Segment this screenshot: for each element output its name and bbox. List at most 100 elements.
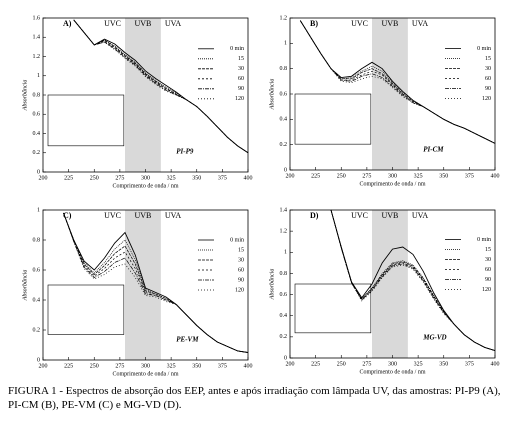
y-tick-label: 0.4 [280, 313, 288, 319]
legend-label: 15 [238, 56, 244, 62]
region-label: UVA [165, 211, 182, 220]
x-tick-label: 300 [141, 363, 150, 369]
y-tick-label: 0.2 [280, 142, 288, 148]
legend-label: 60 [485, 76, 491, 82]
y-tick-label: 1 [284, 41, 287, 47]
x-tick-label: 400 [491, 361, 500, 367]
region-label: UVA [412, 211, 429, 220]
y-axis-label: Absorbância [269, 269, 275, 301]
x-tick-label: 350 [439, 173, 448, 179]
region-label: UVC [351, 19, 368, 28]
x-tick-label: 200 [286, 173, 295, 179]
x-tick-label: 375 [465, 173, 474, 179]
x-tick-label: 275 [362, 361, 371, 367]
legend-label: 15 [485, 247, 491, 253]
x-tick-label: 350 [192, 175, 201, 181]
y-tick-label: 1 [37, 207, 40, 213]
x-tick-label: 350 [192, 363, 201, 369]
inset-box [294, 283, 372, 334]
legend-label: 90 [485, 86, 491, 92]
y-tick-label: 1.2 [33, 54, 41, 60]
y-tick-label: 0.6 [33, 267, 41, 273]
legend-label: 90 [238, 277, 244, 283]
legend-label: 60 [238, 267, 244, 273]
uvb-band [372, 210, 408, 358]
legend-label: 120 [235, 287, 244, 293]
region-label: UVC [104, 211, 121, 220]
x-tick-label: 300 [388, 361, 397, 367]
uvb-band [125, 18, 161, 172]
legend-label: 30 [485, 66, 491, 72]
y-tick-label: 0.6 [33, 112, 41, 118]
legend-label: 0 min [230, 46, 244, 52]
region-label: UVC [104, 19, 121, 28]
y-tick-label: 0 [284, 167, 287, 173]
y-tick-label: 0.2 [280, 334, 288, 340]
y-axis-label: Absorbância [269, 79, 275, 111]
x-tick-label: 300 [141, 175, 150, 181]
panel-label: D) [310, 211, 319, 220]
legend-label: 30 [485, 257, 491, 263]
x-tick-label: 225 [311, 361, 320, 367]
x-tick-label: 375 [465, 361, 474, 367]
y-tick-label: 0.4 [33, 131, 41, 137]
inset-box [47, 284, 125, 335]
x-tick-label: 375 [218, 175, 227, 181]
y-tick-label: 0.8 [280, 66, 288, 72]
x-tick-label: 400 [244, 363, 253, 369]
legend-label: 90 [238, 86, 244, 92]
inset-box [47, 94, 125, 147]
x-tick-label: 325 [167, 175, 176, 181]
panel-label: B) [310, 19, 318, 28]
region-label: UVB [381, 19, 398, 28]
x-tick-label: 275 [362, 173, 371, 179]
x-tick-label: 250 [337, 361, 346, 367]
x-tick-label: 250 [337, 173, 346, 179]
panel-label: A) [63, 19, 72, 28]
legend-label: 30 [238, 257, 244, 263]
legend-label: 15 [238, 247, 244, 253]
y-tick-label: 1.4 [33, 35, 41, 41]
sample-label: PI-CM [423, 146, 444, 154]
x-tick-label: 275 [115, 363, 124, 369]
x-axis-label: Comprimento de onda / nm [113, 371, 179, 377]
x-tick-label: 250 [90, 175, 99, 181]
x-tick-label: 400 [244, 175, 253, 181]
legend-label: 0 min [230, 237, 244, 243]
x-axis-label: Comprimento de onda / nm [360, 369, 426, 375]
x-tick-label: 325 [167, 363, 176, 369]
legend-label: 90 [485, 277, 491, 283]
x-tick-label: 200 [39, 175, 48, 181]
x-tick-label: 400 [491, 173, 500, 179]
legend-label: 120 [235, 96, 244, 102]
spectrum-line [73, 19, 249, 154]
spectrum-line [330, 209, 496, 351]
y-axis-label: Absorbância [22, 80, 28, 112]
y-tick-label: 0.8 [33, 237, 41, 243]
y-tick-label: 1.2 [280, 15, 288, 21]
y-tick-label: 1 [37, 73, 40, 79]
y-tick-label: 0.8 [33, 92, 41, 98]
y-axis-label: Absorbância [22, 270, 28, 302]
region-label: UVC [351, 211, 368, 220]
x-tick-label: 300 [388, 173, 397, 179]
y-tick-label: 0 [37, 169, 40, 175]
legend-label: 60 [485, 267, 491, 273]
y-tick-label: 1 [284, 250, 287, 256]
y-tick-label: 0.6 [280, 91, 288, 97]
x-tick-label: 225 [311, 173, 320, 179]
region-label: UVA [165, 19, 182, 28]
x-tick-label: 225 [64, 175, 73, 181]
x-tick-label: 200 [286, 361, 295, 367]
spectrum-line [299, 20, 496, 144]
legend-label: 0 min [477, 237, 491, 243]
x-tick-label: 225 [64, 363, 73, 369]
spectrum-line [63, 212, 249, 353]
legend-label: 60 [238, 76, 244, 82]
y-tick-label: 0.8 [280, 271, 288, 277]
x-tick-label: 325 [414, 361, 423, 367]
y-tick-label: 1.6 [33, 15, 41, 21]
y-tick-label: 0.4 [280, 117, 288, 123]
sample-label: PI-P9 [176, 148, 194, 156]
